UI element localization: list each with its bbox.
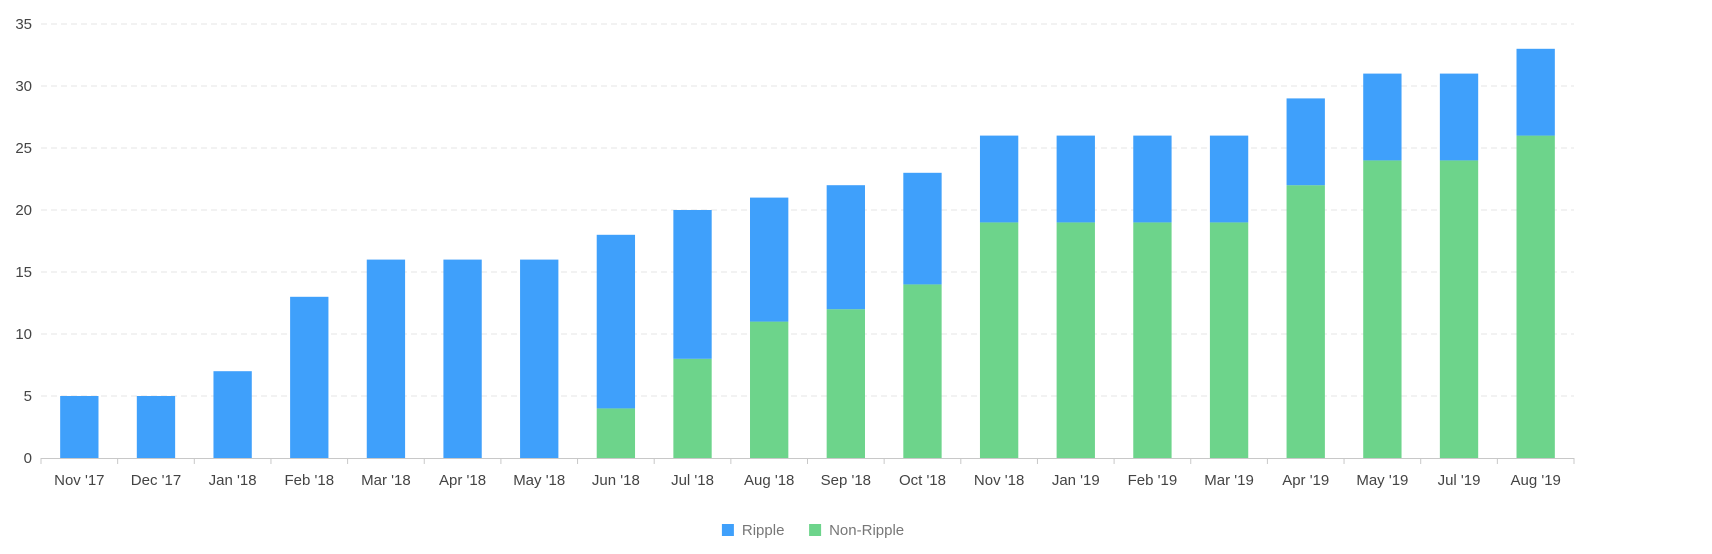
bar-ripple-sep-18[interactable] [826,185,865,310]
x-tick-label-jan-19: Jan '19 [1052,472,1100,489]
bar-ripple-aug-19[interactable] [1516,48,1555,136]
bar-ripple-dec-17[interactable] [136,396,176,458]
x-tick-label-jun-18: Jun '18 [592,472,640,489]
y-tick-label-25: 25 [15,140,32,157]
legend[interactable]: Ripple Non-Ripple [721,522,904,539]
x-tick-label-sep-18: Sep '18 [821,472,871,489]
legend-label-non-ripple: Non-Ripple [829,522,904,539]
bar-ripple-jul-19[interactable] [1439,73,1479,161]
bar-ripple-may-19[interactable] [1363,73,1402,161]
bar-ripple-may-18[interactable] [520,259,559,458]
x-tick-label-may-19: May '19 [1356,472,1408,489]
bar-non-ripple-jan-19[interactable] [1056,222,1095,458]
bar-ripple-apr-18[interactable] [443,259,482,458]
x-tick-label-feb-18: Feb '18 [284,472,334,489]
bar-non-ripple-may-19[interactable] [1363,160,1402,458]
bar-non-ripple-aug-19[interactable] [1516,135,1555,458]
bar-ripple-mar-18[interactable] [366,259,406,458]
x-tick-label-nov-17: Nov '17 [54,472,104,489]
bar-non-ripple-mar-19[interactable] [1209,222,1249,458]
x-axis [40,458,1575,464]
bar-ripple-oct-18[interactable] [903,172,942,285]
bar-ripple-jan-18[interactable] [213,371,252,458]
bar-non-ripple-feb-19[interactable] [1133,222,1172,458]
x-tick-label-mar-18: Mar '18 [361,472,411,489]
bar-ripple-nov-18[interactable] [979,135,1019,223]
bar-ripple-feb-19[interactable] [1133,135,1172,223]
bar-ripple-nov-17[interactable] [60,396,99,458]
bar-non-ripple-apr-19[interactable] [1286,185,1325,458]
x-tick-label-apr-19: Apr '19 [1282,472,1329,489]
bar-non-ripple-jul-18[interactable] [673,358,712,458]
y-axis-tick-labels: 0 5 10 15 20 25 30 35 [15,16,32,467]
y-tick-label-20: 20 [15,202,32,219]
bar-non-ripple-jun-18[interactable] [596,408,636,458]
legend-swatch-non-ripple [809,524,822,536]
x-tick-label-apr-18: Apr '18 [439,472,486,489]
y-tick-label-10: 10 [15,326,32,343]
y-tick-label-30: 30 [15,78,32,95]
x-tick-label-nov-18: Nov '18 [974,472,1024,489]
x-tick-label-feb-19: Feb '19 [1128,472,1178,489]
bars [60,48,1555,458]
legend-swatch-ripple [721,524,734,536]
bar-ripple-aug-18[interactable] [750,197,789,322]
x-tick-label-may-18: May '18 [513,472,565,489]
legend-label-ripple: Ripple [742,522,785,539]
x-tick-label-mar-19: Mar '19 [1204,472,1254,489]
x-tick-label-jan-18: Jan '18 [209,472,257,489]
grid-lines [41,23,1574,397]
bar-non-ripple-aug-18[interactable] [750,321,789,458]
legend-item-ripple[interactable]: Ripple [721,522,785,539]
x-tick-label-jul-18: Jul '18 [671,472,714,489]
x-tick-label-jul-19: Jul '19 [1438,472,1481,489]
legend-item-non-ripple[interactable]: Non-Ripple [809,522,904,539]
bar-non-ripple-nov-18[interactable] [979,222,1019,458]
y-tick-label-15: 15 [15,264,32,281]
y-tick-label-35: 35 [15,16,32,33]
x-axis-tick-labels: Nov '17 Dec '17 Jan '18 Feb '18 Mar '18 Apr '… [54,472,1561,489]
bar-ripple-jul-18[interactable] [673,210,712,359]
y-tick-label-0: 0 [24,450,32,467]
bar-ripple-apr-19[interactable] [1286,98,1325,186]
bar-ripple-jun-18[interactable] [596,234,636,409]
bar-non-ripple-sep-18[interactable] [826,309,865,458]
x-tick-label-dec-17: Dec '17 [131,472,181,489]
x-tick-label-aug-18: Aug '18 [744,472,794,489]
bar-non-ripple-oct-18[interactable] [903,284,942,458]
bar-non-ripple-jul-19[interactable] [1439,160,1479,458]
bar-ripple-mar-19[interactable] [1209,135,1249,223]
y-tick-label-5: 5 [24,388,32,405]
x-tick-label-oct-18: Oct '18 [899,472,946,489]
bar-ripple-feb-18[interactable] [290,296,329,458]
bar-ripple-jan-19[interactable] [1056,135,1095,223]
x-tick-label-aug-19: Aug '19 [1510,472,1560,489]
